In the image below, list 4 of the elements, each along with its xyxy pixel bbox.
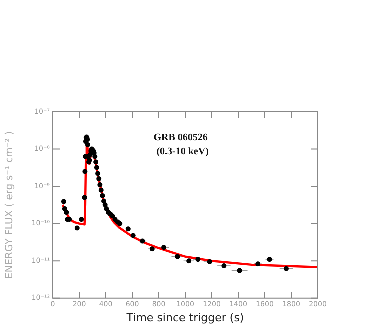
y-axis-title: ENERGY FLUX ( erg s⁻¹ cm⁻² )	[4, 131, 16, 280]
annotation: GRB 060526	[154, 132, 208, 144]
annotation: (0.3-10 keV)	[156, 146, 209, 158]
x-axis-title: Time since trigger (s)	[126, 311, 244, 324]
